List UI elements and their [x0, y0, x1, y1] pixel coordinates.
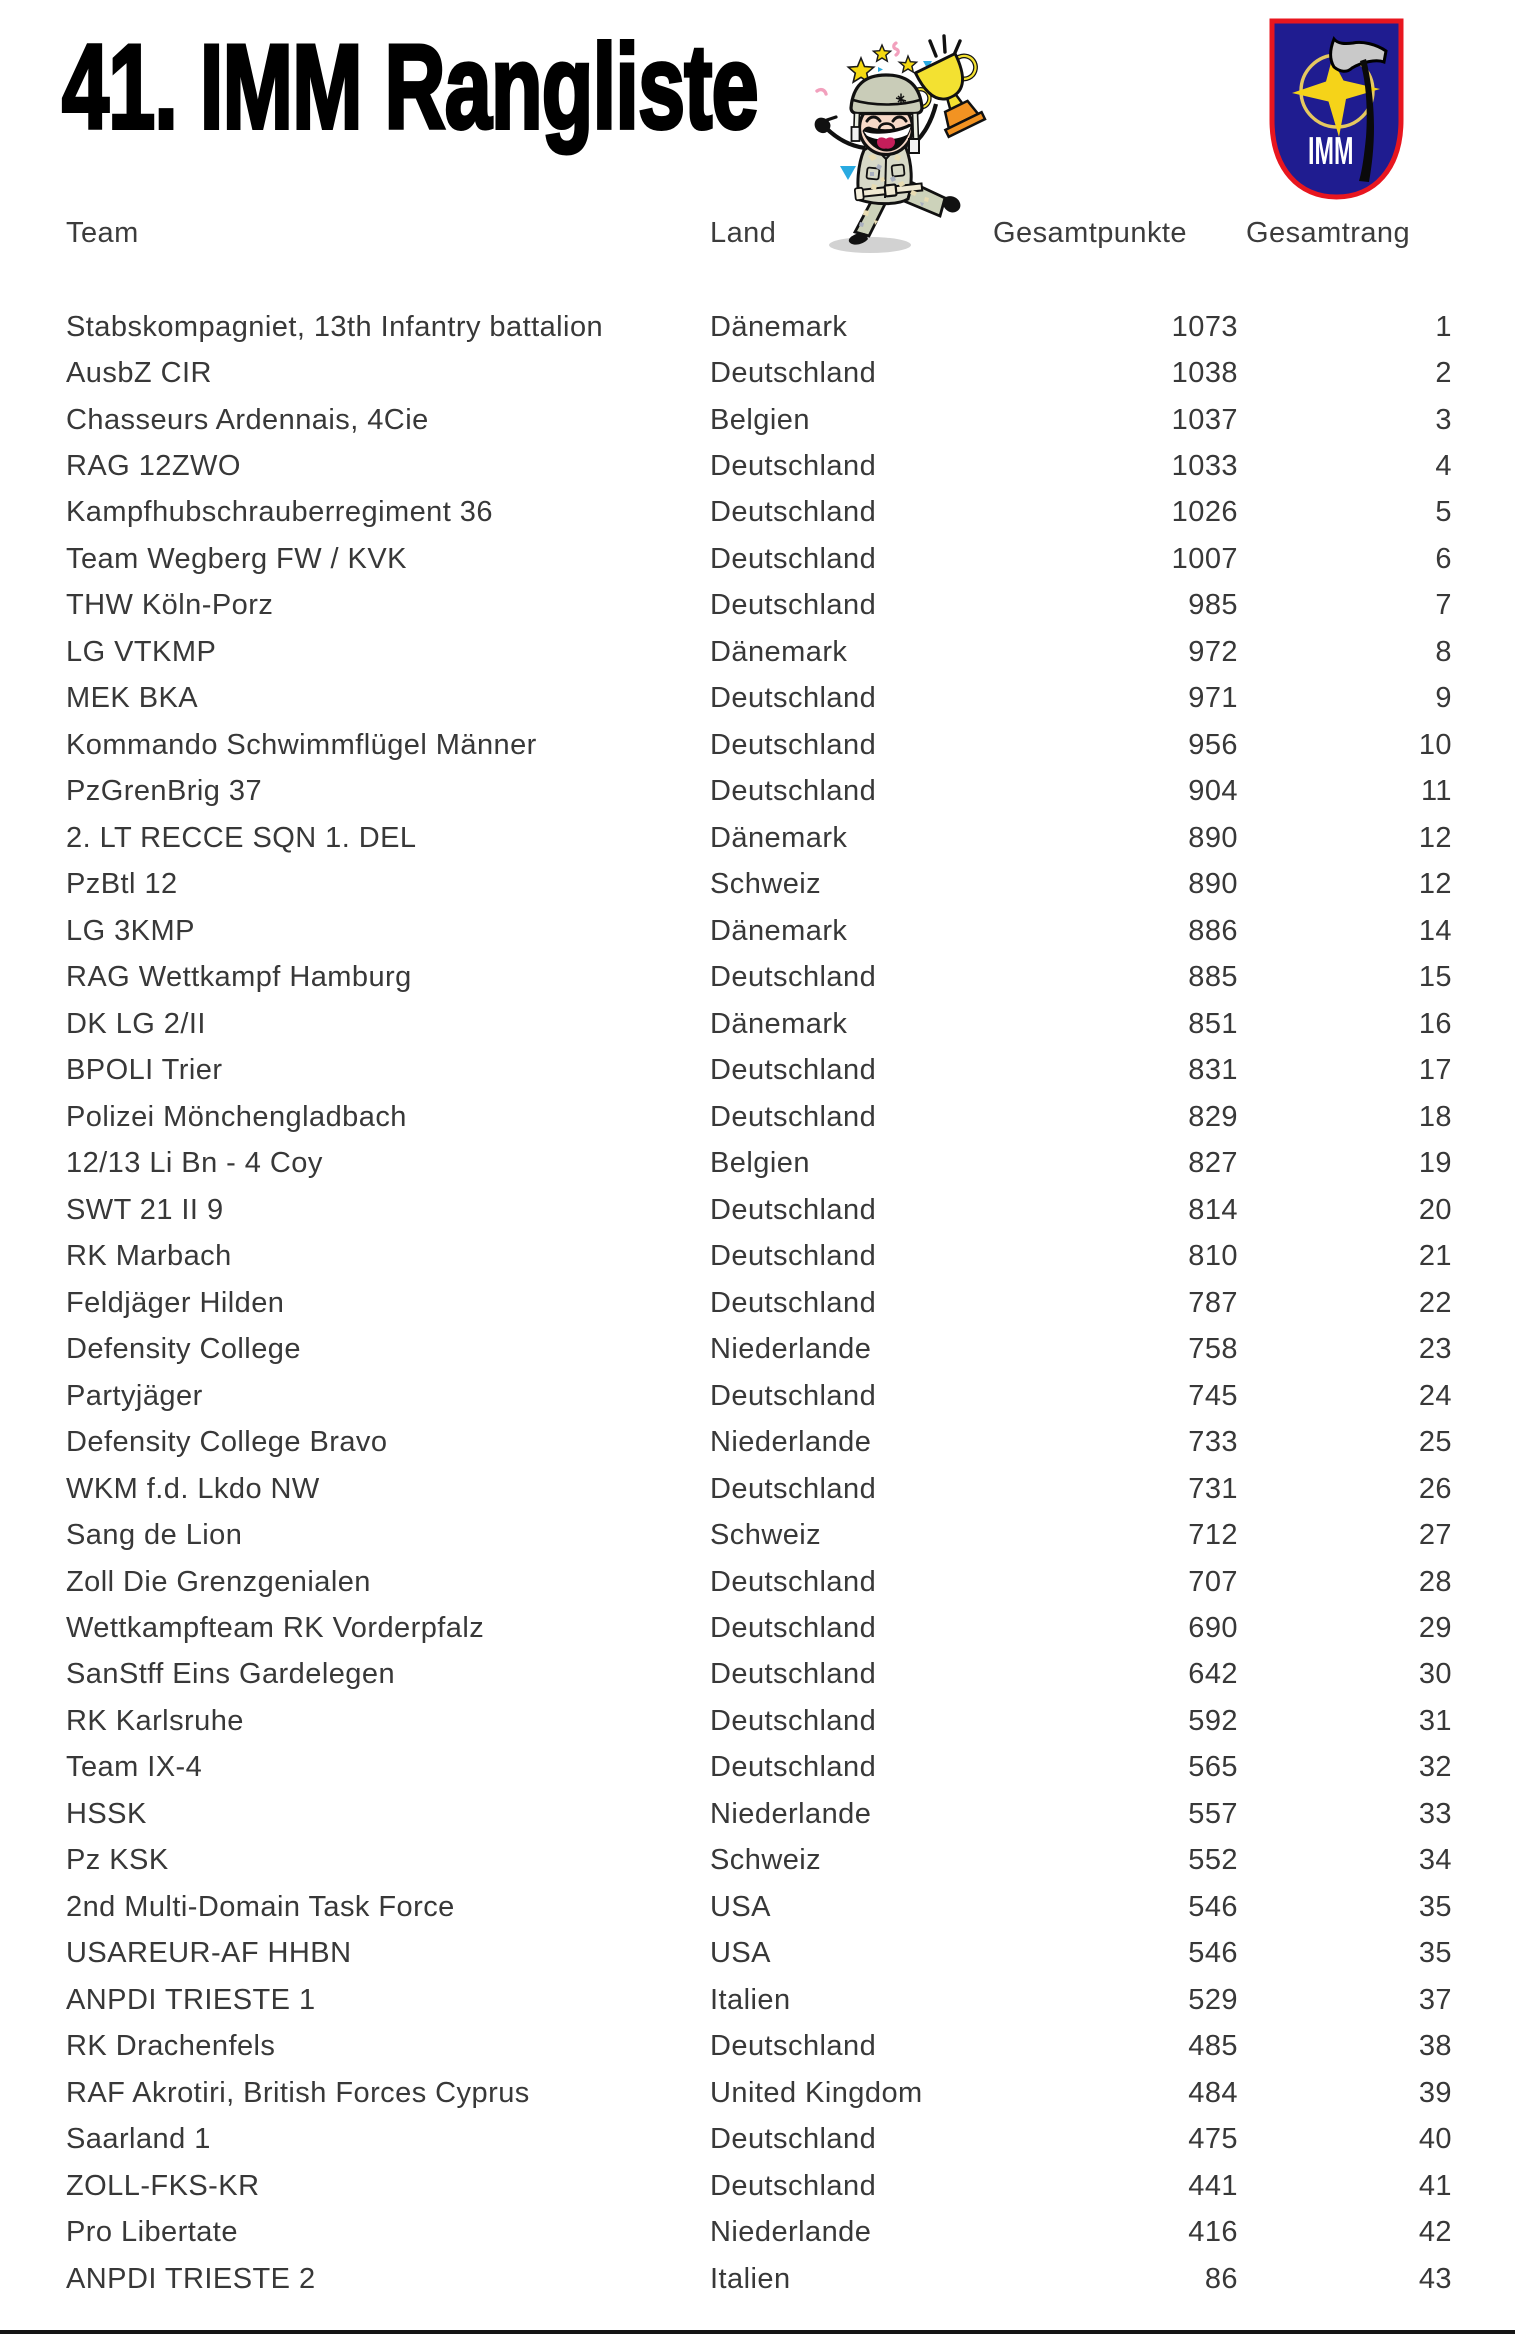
svg-text:IMM: IMM — [1308, 129, 1353, 173]
